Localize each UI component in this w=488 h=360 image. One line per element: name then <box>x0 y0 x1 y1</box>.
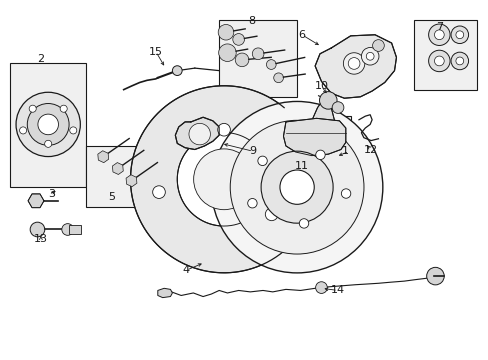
Circle shape <box>230 120 363 254</box>
Bar <box>281 116 350 176</box>
Circle shape <box>16 92 80 157</box>
Circle shape <box>280 170 314 204</box>
Polygon shape <box>130 86 317 273</box>
Circle shape <box>172 66 182 76</box>
Circle shape <box>343 53 364 74</box>
Bar <box>10 63 86 187</box>
Text: 1: 1 <box>342 146 348 156</box>
Circle shape <box>315 282 326 293</box>
Text: 15: 15 <box>148 46 163 57</box>
Circle shape <box>27 104 69 145</box>
Bar <box>219 21 297 97</box>
Text: 2: 2 <box>37 54 44 64</box>
Circle shape <box>428 24 449 45</box>
Circle shape <box>188 123 210 145</box>
Circle shape <box>426 267 443 285</box>
Polygon shape <box>314 35 396 98</box>
Text: 8: 8 <box>248 17 255 27</box>
Circle shape <box>60 105 67 112</box>
Circle shape <box>341 189 350 198</box>
Circle shape <box>232 33 244 45</box>
Circle shape <box>433 56 443 66</box>
Circle shape <box>299 219 308 228</box>
Text: 5: 5 <box>108 192 115 202</box>
Circle shape <box>218 44 236 62</box>
Circle shape <box>61 224 73 235</box>
Text: 4: 4 <box>182 265 189 275</box>
Polygon shape <box>126 175 137 187</box>
Circle shape <box>30 222 45 237</box>
Bar <box>413 21 476 90</box>
Circle shape <box>266 60 276 69</box>
Circle shape <box>428 50 449 72</box>
Circle shape <box>265 208 277 221</box>
Polygon shape <box>283 118 345 156</box>
Circle shape <box>450 26 468 44</box>
Circle shape <box>331 102 343 113</box>
Circle shape <box>366 53 373 60</box>
Polygon shape <box>98 151 108 163</box>
Circle shape <box>319 92 336 109</box>
Circle shape <box>450 52 468 70</box>
Polygon shape <box>112 163 123 175</box>
Circle shape <box>455 31 463 39</box>
Bar <box>86 146 146 207</box>
Circle shape <box>347 58 359 69</box>
Circle shape <box>247 198 257 208</box>
Circle shape <box>193 149 254 210</box>
Circle shape <box>252 48 264 60</box>
Circle shape <box>455 57 463 65</box>
Polygon shape <box>311 94 334 133</box>
Circle shape <box>433 30 443 40</box>
Text: 12: 12 <box>364 144 377 154</box>
Circle shape <box>315 150 325 159</box>
Polygon shape <box>28 194 44 208</box>
Circle shape <box>152 186 165 198</box>
Circle shape <box>20 127 27 134</box>
Text: 3: 3 <box>49 189 56 199</box>
Circle shape <box>235 53 248 67</box>
Circle shape <box>257 156 267 166</box>
Text: 14: 14 <box>330 285 345 296</box>
Circle shape <box>261 151 332 223</box>
Circle shape <box>44 140 52 147</box>
Circle shape <box>29 105 36 112</box>
Text: 7: 7 <box>435 22 442 32</box>
Polygon shape <box>175 117 219 149</box>
Text: 10: 10 <box>314 81 328 91</box>
Text: 11: 11 <box>294 161 308 171</box>
Circle shape <box>218 24 233 40</box>
Text: 13: 13 <box>34 234 48 244</box>
Circle shape <box>217 123 230 136</box>
Bar <box>69 225 81 234</box>
Polygon shape <box>158 288 172 298</box>
Circle shape <box>70 127 77 134</box>
Circle shape <box>372 40 384 51</box>
Circle shape <box>361 48 378 65</box>
Circle shape <box>211 102 382 273</box>
Text: 9: 9 <box>249 146 256 156</box>
Circle shape <box>38 114 59 135</box>
Text: 6: 6 <box>298 30 305 40</box>
Circle shape <box>273 73 283 83</box>
